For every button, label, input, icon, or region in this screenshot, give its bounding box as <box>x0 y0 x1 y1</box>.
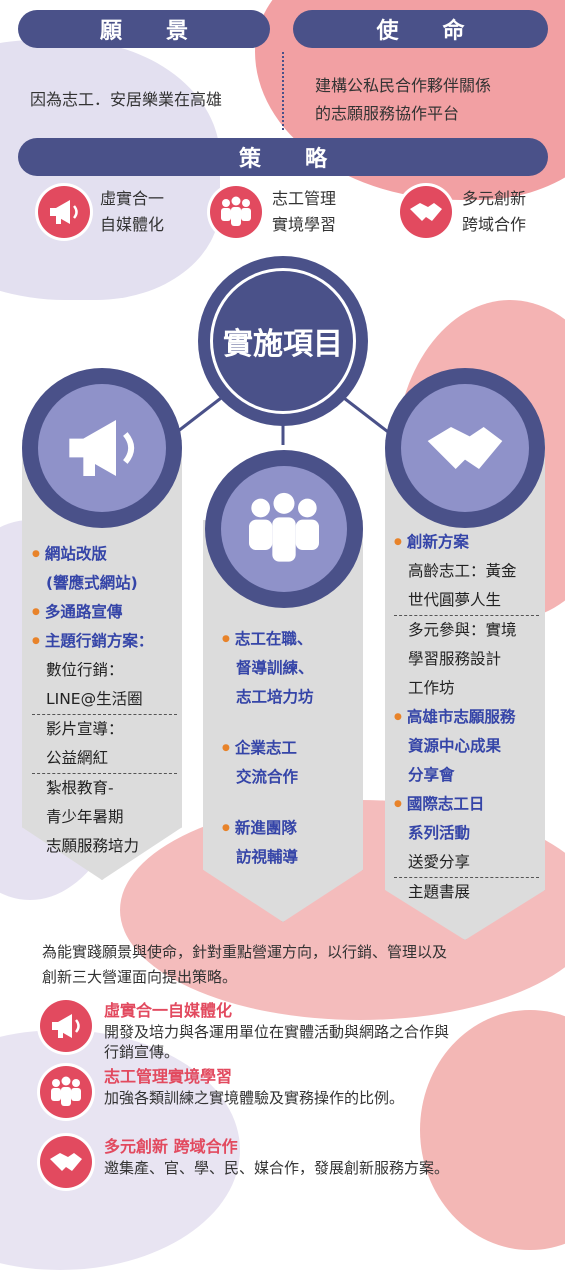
summary-text: 為能實踐願景與使命，針對重點營運方向，以行銷、管理以及 創新三大營運面向提出策略… <box>42 940 542 990</box>
detail-text-line1: 開發及培力與各運用單位在實體活動與網路之合作與 <box>104 1023 450 1041</box>
vision-text: 因為志工．安居樂業在高雄 <box>30 90 223 109</box>
strategy-item-management: 志工管理 實境學習 <box>210 186 336 238</box>
megaphone-icon <box>40 1000 92 1052</box>
list-item: 企業志工 <box>222 734 362 763</box>
vision-title: 願 景 <box>99 19 188 44</box>
list-item: 創新方案 <box>394 528 539 557</box>
strategy-label-line2: 實境學習 <box>272 215 337 234</box>
megaphone-icon <box>69 420 135 476</box>
detail-text-line1: 邀集產、官、學、民、媒合作，發展創新服務方案。 <box>104 1159 450 1177</box>
strategy-title: 策 略 <box>238 147 327 172</box>
list-item: 世代圓夢人生 <box>394 586 539 616</box>
right-column-list: 創新方案高齡志工：黃金世代圓夢人生多元參與：實境學習服務設計工作坊高雄市志願服務… <box>394 528 539 907</box>
list-item: 志工在職、 <box>222 625 362 654</box>
detail-text-line1: 加強各類訓練之實境體驗及實務操作的比例。 <box>104 1089 405 1107</box>
strategy-label-line1: 志工管理 <box>272 189 337 208</box>
list-item: 送愛分享 <box>394 848 539 878</box>
list-item: 新進團隊 <box>222 814 362 843</box>
list-item: 志願服務培力 <box>46 837 140 855</box>
list-item: 多元參與：實境 <box>408 621 517 639</box>
detail-management: 志工管理實境學習 加強各類訓練之實境體驗及實務操作的比例。 <box>40 1066 404 1118</box>
mission-text-line1: 建構公私民合作夥伴關係 <box>315 76 492 95</box>
people-icon <box>249 492 319 562</box>
handshake-icon <box>427 427 503 469</box>
list-item: 青少年暑期 <box>46 808 124 826</box>
strategy-label-line1: 多元創新 <box>462 189 527 208</box>
list-item: 學習服務設計 <box>408 650 502 668</box>
people-icon <box>210 186 262 238</box>
list-item: 影片宣導： <box>46 720 124 738</box>
strategy-label-line2: 自媒體化 <box>100 215 165 234</box>
list-item: (響應式網站) <box>46 574 138 592</box>
handshake-icon <box>400 186 452 238</box>
detail-title: 志工管理實境學習 <box>104 1067 233 1086</box>
column-icon-left <box>22 368 182 528</box>
strategy-header: 策 略 <box>18 138 548 176</box>
detail-title: 多元創新 跨域合作 <box>104 1137 238 1156</box>
list-item: 分享會 <box>408 766 455 784</box>
list-item: 網站改版 <box>32 540 177 569</box>
list-item: 訪視輔導 <box>236 848 299 866</box>
strategy-label-line1: 虛實合一 <box>100 189 165 208</box>
list-item: 交流合作 <box>236 768 299 786</box>
implementation-title-circle: 實施項目 <box>198 256 368 426</box>
list-item: 志工培力坊 <box>236 688 314 706</box>
list-item: 督導訓練、 <box>236 659 314 677</box>
handshake-icon <box>40 1136 92 1188</box>
middle-column-list: 志工在職、督導訓練、志工培力坊企業志工交流合作新進團隊訪視輔導 <box>222 625 362 872</box>
list-item: 高齡志工：黃金 <box>408 562 517 580</box>
detail-text-line2: 行銷宣傳。 <box>104 1043 180 1061</box>
list-item: 紮根教育- <box>46 779 114 797</box>
mission-title: 使 命 <box>376 19 465 44</box>
vision-header: 願 景 <box>18 10 270 48</box>
list-item: 工作坊 <box>408 679 455 697</box>
list-item: 系列活動 <box>408 824 471 842</box>
detail-title: 虛實合一自媒體化 <box>104 1001 233 1020</box>
strategy-item-marketing: 虛實合一 自媒體化 <box>38 186 164 238</box>
left-column-list: 網站改版 (響應式網站) 多通路宣傳主題行銷方案： 數位行銷： LINE@生活圈影片宣導… <box>32 540 177 861</box>
list-item: 資源中心成果 <box>408 737 502 755</box>
list-item: LINE@生活圈 <box>32 685 177 715</box>
column-icon-middle <box>205 450 363 608</box>
vision-mission-divider <box>282 52 284 130</box>
list-item: 主題行銷方案： <box>32 627 177 656</box>
list-item: 數位行銷： <box>46 661 124 679</box>
mission-text-line2: 的志願服務協作平台 <box>315 104 460 123</box>
implementation-title: 實施項目 <box>210 268 356 414</box>
list-item: 高雄市志願服務 <box>394 703 539 732</box>
list-item: 主題書展 <box>408 883 471 901</box>
summary-line1: 為能實踐願景與使命，針對重點營運方向，以行銷、管理以及 <box>42 943 448 961</box>
strategy-item-innovation: 多元創新 跨域合作 <box>400 186 526 238</box>
list-item: 公益網紅 <box>32 744 177 774</box>
megaphone-icon <box>38 186 90 238</box>
list-item: 國際志工日 <box>394 790 539 819</box>
summary-line2: 創新三大營運面向提出策略。 <box>42 968 238 986</box>
detail-marketing: 虛實合一自媒體化 開發及培力與各運用單位在實體活動與網路之合作與 行銷宣傳。 <box>40 1000 449 1062</box>
people-icon <box>40 1066 92 1118</box>
detail-innovation: 多元創新 跨域合作 邀集產、官、學、民、媒合作，發展創新服務方案。 <box>40 1136 449 1188</box>
list-item: 多通路宣傳 <box>32 598 177 627</box>
strategy-label-line2: 跨域合作 <box>462 215 527 234</box>
mission-header: 使 命 <box>293 10 548 48</box>
column-icon-right <box>385 368 545 528</box>
